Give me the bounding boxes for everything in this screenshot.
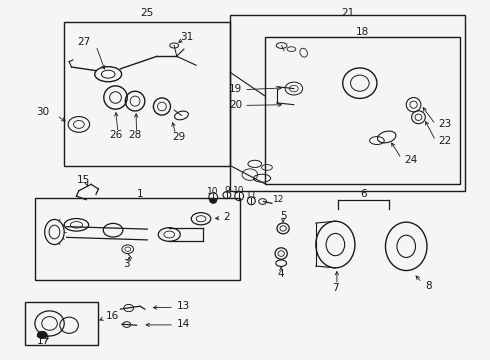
Text: 18: 18 <box>356 27 369 37</box>
Text: 8: 8 <box>425 281 432 291</box>
Text: 3: 3 <box>123 258 130 269</box>
Text: 15: 15 <box>77 175 90 185</box>
Circle shape <box>37 331 47 338</box>
Text: 30: 30 <box>36 107 49 117</box>
Text: 19: 19 <box>229 84 242 94</box>
Text: 4: 4 <box>278 269 285 279</box>
Text: 24: 24 <box>405 155 418 165</box>
Text: 23: 23 <box>438 120 451 129</box>
Text: 12: 12 <box>273 195 285 204</box>
Circle shape <box>210 198 217 203</box>
Text: 2: 2 <box>223 212 230 222</box>
Text: 14: 14 <box>176 319 190 329</box>
Text: 31: 31 <box>180 32 193 41</box>
Text: 25: 25 <box>141 8 154 18</box>
Text: 27: 27 <box>77 37 90 47</box>
Text: 13: 13 <box>176 301 190 311</box>
Text: 5: 5 <box>280 211 287 221</box>
Text: 17: 17 <box>37 336 50 346</box>
Bar <box>230 15 465 191</box>
Text: 11: 11 <box>245 191 257 200</box>
Text: 7: 7 <box>332 283 339 293</box>
Text: 6: 6 <box>360 189 367 199</box>
Text: 9: 9 <box>224 185 230 194</box>
Text: 20: 20 <box>229 100 242 110</box>
Text: 29: 29 <box>172 132 186 142</box>
Bar <box>35 198 240 280</box>
Text: 28: 28 <box>128 130 142 140</box>
Text: 26: 26 <box>109 130 122 140</box>
Text: 22: 22 <box>438 136 451 145</box>
Text: 1: 1 <box>137 189 143 199</box>
Bar <box>64 22 230 166</box>
Bar <box>265 37 460 184</box>
Bar <box>25 302 98 345</box>
Text: 21: 21 <box>341 8 354 18</box>
Text: 10: 10 <box>233 186 245 195</box>
Text: 16: 16 <box>106 311 119 321</box>
Text: 10: 10 <box>206 187 218 196</box>
